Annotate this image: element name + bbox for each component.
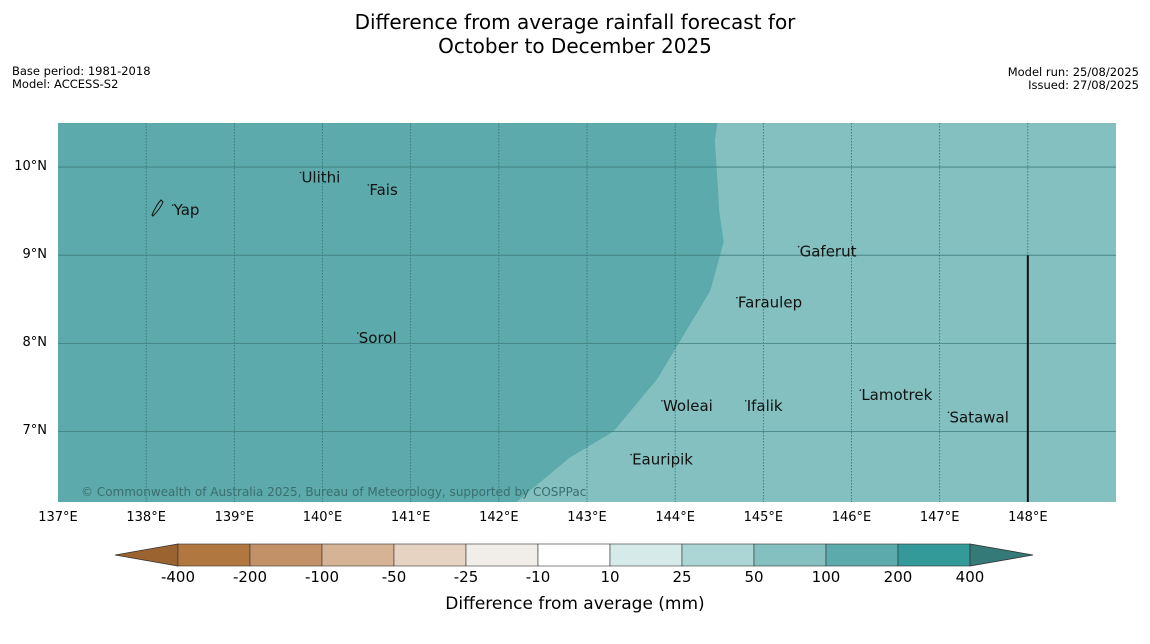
colorbar-arrow-low: [114, 543, 179, 567]
lon-tick-label: 144°E: [655, 510, 695, 525]
lon-tick-label: 148°E: [1008, 510, 1048, 525]
colorbar-segment: [249, 543, 323, 567]
place-marker: [356, 332, 359, 334]
lon-tick-label: 146°E: [831, 510, 872, 525]
lat-tick-label: 8°N: [22, 335, 48, 351]
legend-title: Difference from average (mm): [445, 594, 705, 614]
title-line-1: Difference from average rainfall forecas…: [354, 10, 796, 34]
colorbar-segment: [465, 543, 539, 567]
colorbar-tick-label: 100: [811, 568, 841, 586]
colorbar-arrow-high: [969, 543, 1034, 567]
title-line-2: October to December 2025: [438, 34, 712, 58]
lat-tick-label: 7°N: [22, 423, 48, 439]
lat-tick-label: 10°N: [14, 159, 47, 175]
lon-tick-label: 141°E: [390, 510, 431, 525]
place-label-sorol: Sorol: [359, 329, 397, 347]
colorbar-segment: [753, 543, 827, 567]
lat-tick-label: 9°N: [22, 247, 48, 263]
place-label-ifalik: Ifalik: [747, 397, 783, 415]
place-label-woleai: Woleai: [663, 397, 713, 415]
lon-tick-label: 145°E: [743, 510, 784, 525]
place-marker: [661, 400, 663, 402]
lon-tick-label: 139°E: [214, 510, 255, 525]
model-name: Model: ACCESS-S2: [12, 77, 119, 91]
colorbar-segment: [393, 543, 467, 567]
colorbar-tick-label: -100: [304, 568, 340, 586]
colorbar-segment: [897, 543, 971, 567]
place-marker: [859, 389, 862, 392]
meta-right: Model run: 25/08/2025 Issued: 27/08/2025: [1008, 66, 1139, 92]
place-label-satawal: Satawal: [949, 408, 1008, 426]
colorbar-tick-label: 50: [744, 568, 764, 586]
lon-tick-label: 137°E: [38, 510, 78, 525]
colorbar: [114, 543, 1034, 567]
place-marker: [947, 411, 950, 414]
lon-tick-label: 142°E: [479, 510, 519, 525]
place-label-gaferut: Gaferut: [800, 243, 857, 261]
place-label-fais: Fais: [369, 181, 398, 199]
colorbar-tick-label: -50: [381, 568, 407, 586]
model-run: Model run: 25/08/2025: [1007, 65, 1139, 79]
colorbar-tick-label: 10: [600, 568, 620, 586]
colorbar-segment: [321, 543, 395, 567]
place-marker: [630, 453, 632, 456]
lon-tick-label: 140°E: [302, 510, 343, 525]
colorbar-tick-label: -200: [232, 568, 268, 586]
place-label-lamotrek: Lamotrek: [861, 386, 932, 404]
colorbar-tick-label: 25: [672, 568, 692, 586]
place-marker: [299, 171, 302, 174]
place-marker: [736, 296, 738, 299]
colorbar-tick-label: 200: [883, 568, 913, 586]
place-marker: [367, 184, 370, 186]
colorbar-tick-label: -10: [525, 568, 551, 586]
lon-tick-label: 147°E: [919, 510, 960, 525]
place-marker: [797, 245, 800, 248]
colorbar-tick-label: 400: [955, 568, 985, 586]
lon-tick-label: 138°E: [126, 510, 166, 525]
meta-left: Base period: 1981-2018 Model: ACCESS-S2: [12, 65, 151, 91]
place-label-yap: Yap: [173, 201, 200, 219]
place-labels: Yap Ulithi Fais Gaferut Faraulep Sorol Lamotre…: [171, 169, 1009, 469]
place-marker: [171, 204, 174, 206]
copyright: © Commonwealth of Australia 2025, Bureau…: [81, 485, 586, 499]
colorbar-segment: [177, 543, 251, 567]
base-period: Base period: 1981-2018: [12, 64, 151, 78]
colorbar-segment: [609, 543, 683, 567]
lon-tick-label: 143°E: [567, 510, 607, 525]
colorbar-tick-label: -400: [160, 568, 196, 586]
region-100-200: [58, 123, 724, 502]
colorbar-segment: [537, 543, 611, 567]
colorbar-tick-label: -25: [453, 568, 479, 586]
place-label-ulithi: Ulithi: [301, 169, 340, 187]
gridlines: [58, 123, 1116, 502]
place-label-faraulep: Faraulep: [738, 294, 802, 312]
place-marker: [744, 400, 747, 402]
issued-date: Issued: 27/08/2025: [1028, 78, 1139, 92]
yap-island: [151, 199, 164, 217]
colorbar-segment: [681, 543, 755, 567]
place-label-eauripik: Eauripik: [632, 451, 693, 469]
colorbar-segment: [825, 543, 899, 567]
forecast-map[interactable]: Yap Ulithi Fais Gaferut Faraulep Sorol Lamotre…: [58, 123, 1116, 502]
